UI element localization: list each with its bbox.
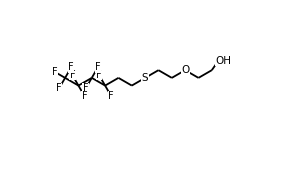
Text: F: F: [70, 70, 75, 80]
Text: F: F: [108, 91, 114, 101]
Text: OH: OH: [215, 56, 231, 66]
Text: F: F: [52, 67, 57, 77]
Text: F: F: [96, 70, 102, 80]
Text: F: F: [68, 62, 74, 72]
Text: F: F: [95, 62, 101, 72]
Text: F: F: [83, 83, 88, 93]
Text: F: F: [56, 83, 62, 93]
Text: F: F: [82, 91, 87, 101]
Text: S: S: [142, 73, 148, 83]
Text: O: O: [181, 65, 189, 75]
